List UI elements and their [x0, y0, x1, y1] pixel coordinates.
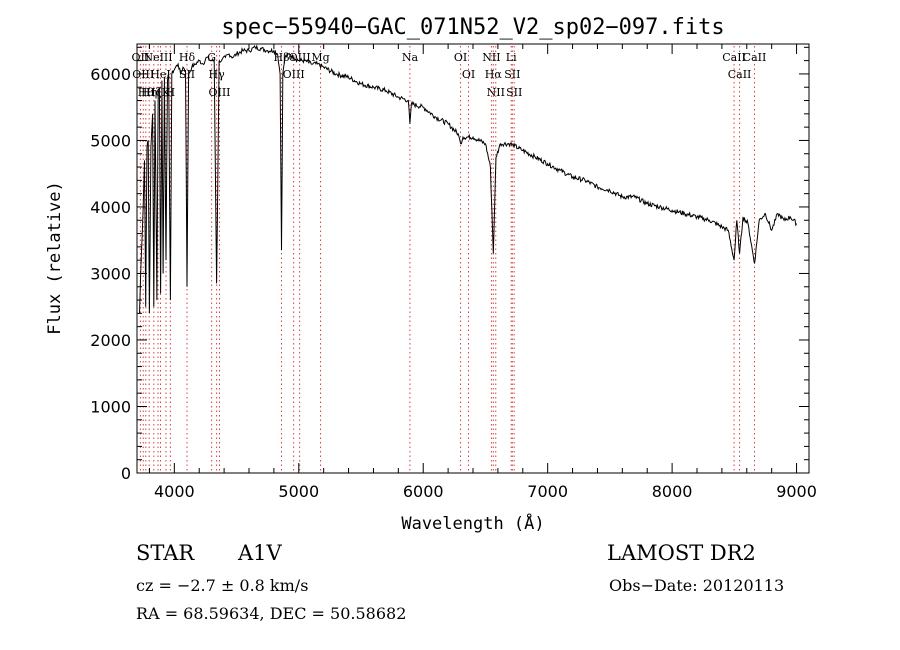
coordinates: RA = 68.59634, DEC = 50.58682	[136, 604, 407, 623]
line-label: SII	[504, 68, 520, 81]
line-label: CaII	[722, 51, 746, 64]
line-label: OII	[132, 51, 150, 64]
y-axis: 0 1000 2000 3000 4000 5000 6000	[90, 46, 809, 483]
y-tick-label: 3000	[90, 264, 131, 283]
line-label: OI	[454, 51, 467, 64]
line-label: CaII	[728, 68, 752, 81]
emission-line-labels: OIIOIIIHθHηHζNeIIIHeIKHHδSIIGHγOIIIHβOII…	[132, 51, 767, 99]
x-tick-label: 9000	[776, 482, 817, 501]
x-axis: 4000 5000 6000 7000 8000 9000	[148, 44, 817, 501]
y-tick-label: 2000	[90, 331, 131, 350]
line-label: OIII	[283, 68, 305, 81]
observation-date: Obs−Date: 20120113	[609, 576, 785, 595]
x-tick-label: 4000	[154, 482, 195, 501]
line-label: NeIII	[143, 51, 172, 64]
line-label: SII	[179, 68, 195, 81]
line-label: Hδ	[179, 51, 196, 64]
x-tick-label: 8000	[652, 482, 693, 501]
survey-name: LAMOST DR2	[607, 541, 756, 565]
line-label: Hγ	[209, 68, 226, 81]
line-label: HeI	[150, 68, 170, 81]
y-tick-label: 4000	[90, 198, 131, 217]
y-tick-label: 6000	[90, 65, 131, 84]
emission-line-markers	[139, 46, 755, 472]
object-class: STAR	[136, 541, 195, 565]
x-tick-label: 7000	[527, 482, 568, 501]
line-label: Na	[402, 51, 419, 64]
line-label: G	[207, 51, 216, 64]
line-label: Li	[506, 51, 517, 64]
y-tick-label: 5000	[90, 131, 131, 150]
y-tick-label: 0	[121, 464, 131, 483]
object-subclass: A1V	[238, 541, 282, 565]
line-label: Mg	[311, 51, 329, 64]
line-label: Hη	[141, 86, 157, 99]
spectrum-series	[139, 44, 798, 314]
line-label: H	[166, 86, 176, 99]
line-label: NII	[482, 51, 500, 64]
redshift-cz: cz = −2.7 ± 0.8 km/s	[136, 576, 309, 595]
line-label: Hθ	[138, 86, 155, 99]
line-label: NII	[487, 86, 505, 99]
plot-frame	[136, 43, 810, 474]
line-label: Hα	[485, 68, 503, 81]
y-tick-label: 1000	[90, 397, 131, 416]
line-label: OIII	[132, 68, 154, 81]
line-label: CaII	[743, 51, 767, 64]
line-label: OI	[462, 68, 475, 81]
x-tick-label: 5000	[278, 482, 319, 501]
line-label: K	[162, 86, 171, 99]
spectrum-line	[139, 44, 798, 314]
chart-title: spec−55940−GAC_071N52_V2_sp02−097.fits	[221, 15, 724, 40]
x-axis-label: Wavelength (Å)	[401, 512, 544, 534]
y-axis-label: Flux (relative)	[45, 181, 65, 335]
line-label: OIII	[208, 86, 230, 99]
line-label: SII	[506, 86, 522, 99]
x-tick-label: 6000	[403, 482, 444, 501]
